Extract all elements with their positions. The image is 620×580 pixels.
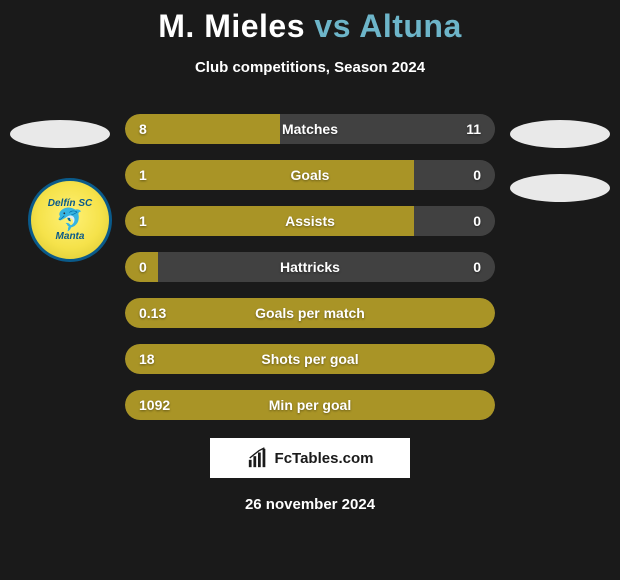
stat-value-right: 11 bbox=[466, 114, 481, 144]
comparison-title: M. Mieles vs Altuna bbox=[0, 0, 620, 45]
stat-row: Assists1 0 bbox=[125, 206, 495, 236]
stat-label: Matches bbox=[125, 114, 495, 144]
stat-label: Hattricks bbox=[125, 252, 495, 282]
stat-label: Assists bbox=[125, 206, 495, 236]
subtitle: Club competitions, Season 2024 bbox=[0, 59, 620, 76]
badge-bottom-text: Manta bbox=[56, 231, 85, 242]
stat-row: Matches8 11 bbox=[125, 114, 495, 144]
stat-row: Min per goal1092 bbox=[125, 390, 495, 420]
stat-row: Shots per goal18 bbox=[125, 344, 495, 374]
stat-label: Min per goal bbox=[125, 390, 495, 420]
stat-value-left: 1 bbox=[139, 160, 147, 190]
stat-bars: Matches811Goals10Assists10Hattricks00Goa… bbox=[125, 114, 495, 420]
stat-row: Goals1 0 bbox=[125, 160, 495, 190]
chart-icon bbox=[247, 447, 269, 469]
stat-value-left: 18 bbox=[139, 344, 155, 374]
logo-text: FcTables.com bbox=[275, 450, 374, 467]
stat-value-right: 0 bbox=[473, 160, 481, 190]
stat-value-left: 1092 bbox=[139, 390, 170, 420]
team-badge: Delfín SC 🐬 Manta bbox=[28, 178, 112, 262]
stat-value-left: 0 bbox=[139, 252, 147, 282]
stat-row: Hattricks0 0 bbox=[125, 252, 495, 282]
stat-label: Shots per goal bbox=[125, 344, 495, 374]
avatar-oval-right-1 bbox=[510, 120, 610, 148]
player1-name: M. Mieles bbox=[158, 8, 305, 44]
dolphin-icon: 🐬 bbox=[56, 209, 83, 231]
stat-value-right: 0 bbox=[473, 206, 481, 236]
stat-value-left: 8 bbox=[139, 114, 147, 144]
player2-name: Altuna bbox=[359, 8, 462, 44]
avatar-oval-right-2 bbox=[510, 174, 610, 202]
vs-text: vs bbox=[314, 8, 351, 44]
stat-label: Goals per match bbox=[125, 298, 495, 328]
stat-row: Goals per match0.13 bbox=[125, 298, 495, 328]
footer-date: 26 november 2024 bbox=[0, 496, 620, 513]
stat-value-right: 0 bbox=[473, 252, 481, 282]
fctables-logo: FcTables.com bbox=[210, 438, 410, 478]
stat-label: Goals bbox=[125, 160, 495, 190]
stat-value-left: 1 bbox=[139, 206, 147, 236]
avatar-oval-left bbox=[10, 120, 110, 148]
stat-value-left: 0.13 bbox=[139, 298, 166, 328]
